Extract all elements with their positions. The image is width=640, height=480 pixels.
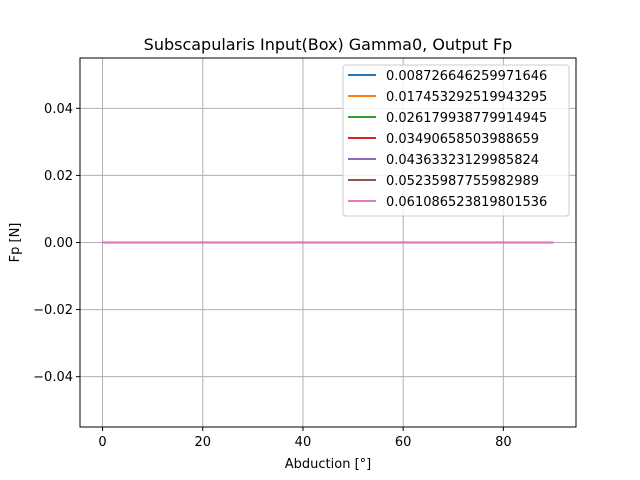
legend-entry-label: 0.017453292519943295 xyxy=(386,90,547,105)
x-tick-label: 60 xyxy=(395,435,412,450)
legend-entry-label: 0.03490658503988659 xyxy=(386,132,539,147)
legend: 0.008726646259971646 0.017453292519943295… xyxy=(342,64,570,217)
x-tick-label: 80 xyxy=(495,435,512,450)
y-tick-label: 0.04 xyxy=(44,102,73,117)
y-tick-label: −0.02 xyxy=(33,303,73,318)
x-tick-label: 20 xyxy=(194,435,211,450)
legend-entry-label: 0.061086523819801536 xyxy=(386,195,547,210)
legend-entry-label: 0.008726646259971646 xyxy=(386,69,547,84)
chart-title: Subscapularis Input(Box) Gamma0, Output … xyxy=(144,35,513,54)
legend-entry-label: 0.05235987755982989 xyxy=(386,174,539,189)
y-tick-label: −0.04 xyxy=(33,370,73,385)
y-tick-label: 0.02 xyxy=(44,169,73,184)
y-tick-label: 0.00 xyxy=(44,236,73,251)
legend-entry-label: 0.04363323129985824 xyxy=(386,153,539,168)
y-axis-label: Fp [N] xyxy=(8,223,23,263)
x-axis-label: Abduction [°] xyxy=(285,457,371,472)
tick-layer: 0 20 40 60 80 −0.04 −0.02 0.00 0.02 0.04 xyxy=(33,102,511,450)
legend-entry-label: 0.026179938779914945 xyxy=(386,111,547,126)
x-tick-label: 0 xyxy=(98,435,106,450)
legend-frame xyxy=(342,64,570,217)
x-tick-label: 40 xyxy=(295,435,312,450)
